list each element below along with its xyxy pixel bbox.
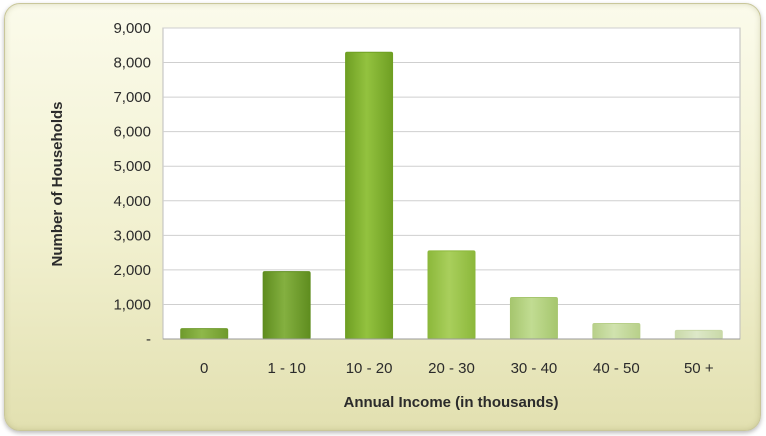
y-axis-title: Number of Households [49, 101, 66, 266]
y-tick-label: 2,000 [113, 262, 151, 279]
y-tick-label: 1,000 [113, 296, 151, 313]
bar [509, 297, 558, 340]
y-tick-label: 4,000 [113, 193, 151, 210]
x-axis-title: Annual Income (in thousands) [343, 394, 558, 411]
bar [180, 328, 229, 340]
bar [427, 250, 476, 340]
x-tick-label: 10 - 20 [346, 360, 393, 377]
y-tick-label: - [146, 331, 151, 348]
bars [180, 51, 723, 340]
x-tick-label: 1 - 10 [267, 360, 305, 377]
y-tick-label: 7,000 [113, 89, 151, 106]
bar [345, 51, 394, 340]
y-axis-ticks: - 1,000 2,000 3,000 4,000 5,000 6,000 7,000 8,00… [113, 20, 151, 348]
y-tick-label: 9,000 [113, 20, 151, 37]
x-tick-label: 50 + [684, 360, 714, 377]
y-tick-label: 3,000 [113, 227, 151, 244]
y-tick-label: 8,000 [113, 55, 151, 72]
bar [674, 329, 723, 340]
x-tick-label: 30 - 40 [511, 360, 558, 377]
bar [592, 322, 641, 340]
x-tick-label: 20 - 30 [428, 360, 475, 377]
y-tick-label: 6,000 [113, 124, 151, 141]
x-tick-label: 40 - 50 [593, 360, 640, 377]
y-tick-label: 5,000 [113, 158, 151, 175]
x-axis-ticks: 0 1 - 10 10 - 20 20 - 30 30 - 40 40 - 50 50 + [200, 360, 714, 377]
x-tick-label: 0 [200, 360, 208, 377]
bar [262, 271, 311, 340]
